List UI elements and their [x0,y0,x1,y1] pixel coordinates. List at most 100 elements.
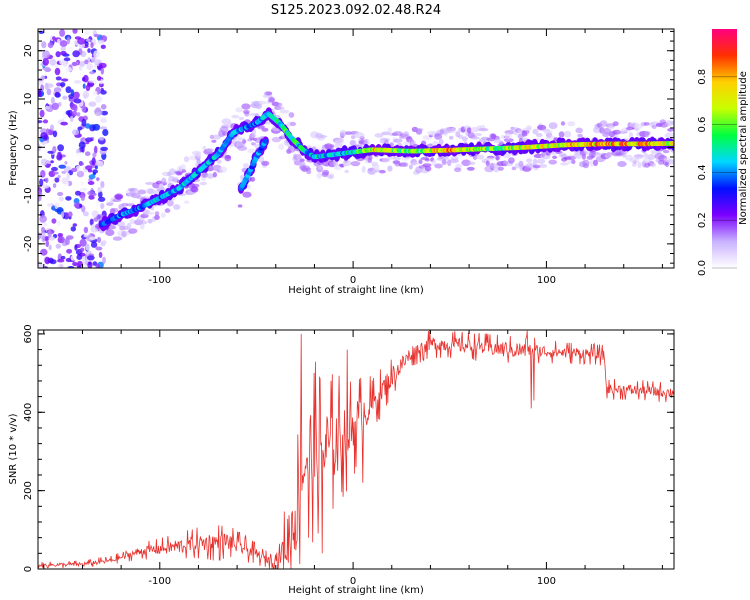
halo-blob [536,158,546,164]
halo-blob [470,136,480,140]
noise-speckle [53,171,59,175]
noise-speckle [54,91,61,98]
halo-blob [461,159,471,167]
noise-speckle [39,215,47,223]
noise-speckle [71,110,78,117]
halo-blob [545,134,556,141]
halo-blob [254,137,261,144]
halo-blob [485,157,495,161]
halo-blob [441,159,447,166]
noise-speckle [98,191,103,198]
noise-speckle [78,141,86,149]
halo-blob [205,148,214,152]
halo-blob [628,131,634,139]
noise-speckle [38,120,43,124]
noise-speckle [92,152,97,158]
noise-speckle [101,110,108,116]
noise-speckle [41,184,50,189]
noise-speckle [52,146,57,154]
halo-blob [154,214,160,220]
halo-blob [277,106,285,111]
halo-blob [288,112,295,118]
halo-blob [612,121,619,127]
halo-blob [173,204,181,210]
noise-speckle [65,196,72,201]
halo-blob [560,121,566,126]
halo-blob [500,134,505,140]
halo-blob [525,158,533,163]
halo-blob [497,166,504,171]
noise-speckle [80,195,85,201]
halo-blob [258,100,267,105]
halo-blob [146,211,155,215]
noise-speckle [64,161,68,165]
halo-blob [589,160,595,167]
halo-blob [137,189,147,195]
noise-speckle [102,256,106,264]
snr-x-label: Height of straight line (km) [288,585,424,596]
noise-speckle [92,123,101,131]
halo-blob [249,176,256,182]
halo-blob [577,133,583,138]
halo-blob [563,130,572,138]
halo-blob [183,200,190,204]
halo-blob [402,162,409,168]
halo-blob [522,127,531,131]
noise-speckle [88,174,96,180]
halo-blob [599,126,605,134]
noise-speckle [59,29,66,37]
noise-speckle [96,177,100,181]
noise-speckle [69,115,74,123]
noise-speckle [99,137,104,141]
noise-speckle [67,46,74,52]
noise-speckle [76,265,82,268]
spectrogram-x-label: Height of straight line (km) [288,285,424,296]
noise-speckle [98,251,103,258]
halo-blob [339,130,347,137]
halo-blob [206,173,215,179]
halo-blob [476,154,485,160]
halo-blob [449,135,454,140]
halo-blob [466,166,475,171]
ridge-core [670,141,674,146]
noise-speckle [84,59,89,65]
noise-speckle [47,42,54,49]
halo-blob [199,181,207,186]
halo-blob [670,121,674,125]
noise-speckle [81,205,86,213]
halo-blob [474,133,483,136]
noise-speckle [65,110,71,115]
noise-speckle [83,226,89,234]
halo-blob [379,169,386,174]
halo-blob [650,162,656,168]
noise-speckle [90,241,98,248]
noise-speckle [93,50,101,58]
halo-blob [667,159,674,165]
noise-speckle [65,67,73,72]
halo-blob [139,224,145,230]
noise-speckle [50,160,54,164]
noise-speckle [97,39,105,44]
noise-speckle [38,89,41,97]
halo-blob [334,142,343,149]
noise-speckle [63,57,71,62]
noise-speckle [81,104,87,113]
halo-blob [599,120,608,127]
halo-blob [125,203,135,207]
halo-blob [342,160,352,167]
noise-speckle [82,90,90,99]
noise-speckle [92,90,98,95]
halo-blob [261,127,269,132]
halo-blob [582,159,590,167]
noise-speckle [97,186,102,193]
halo-blob [246,184,252,190]
noise-speckle [66,123,73,131]
halo-blob [268,96,275,103]
halo-blob [445,126,451,134]
halo-blob [261,160,270,166]
noise-speckle [40,147,47,153]
halo-blob [318,135,328,138]
spectrogram-y-tick-label: 20 [23,44,34,57]
colorbar-tick-label: 0.4 [697,164,708,180]
noise-speckle [95,107,101,113]
